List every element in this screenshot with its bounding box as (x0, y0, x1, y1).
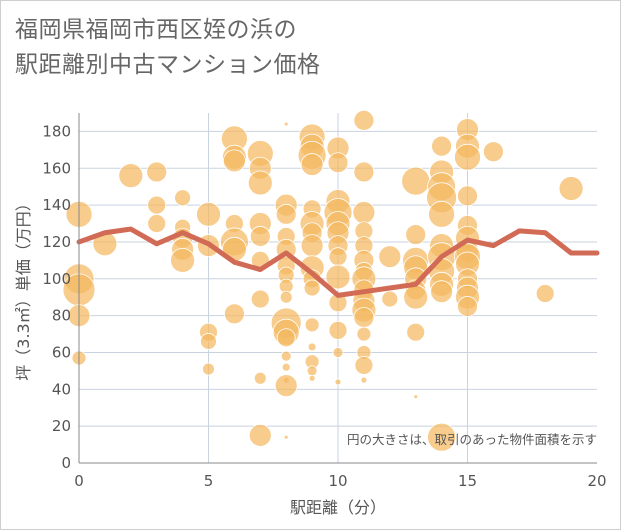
y-tick-label: 140 (42, 196, 71, 214)
data-bubble (334, 378, 342, 386)
y-tick-label: 0 (61, 454, 71, 472)
data-bubble (200, 333, 217, 350)
data-bubble (332, 347, 344, 358)
data-bubble (196, 201, 221, 227)
data-bubble (381, 290, 399, 308)
data-bubble (147, 195, 167, 215)
data-bubble (360, 376, 368, 384)
data-bubble (300, 153, 324, 176)
data-bubble (405, 224, 427, 245)
x-tick-label: 10 (328, 472, 347, 490)
bubble-series (62, 109, 584, 452)
data-bubble (146, 161, 168, 183)
data-bubble (303, 279, 321, 297)
data-bubble (147, 214, 167, 233)
y-tick-label: 100 (42, 270, 71, 288)
y-tick-label: 60 (52, 343, 71, 361)
y-tick-label: 120 (42, 233, 71, 251)
data-bubble (353, 307, 375, 328)
data-bubble (401, 166, 431, 196)
data-bubble (307, 342, 317, 352)
data-bubble (353, 109, 375, 131)
trend-line (76, 226, 600, 298)
data-bubble (327, 152, 349, 174)
data-bubble (275, 203, 297, 225)
data-bubble (306, 365, 318, 377)
data-bubble (249, 226, 271, 247)
data-bubble (353, 161, 375, 183)
x-tick-label: 5 (204, 472, 214, 490)
data-bubble (118, 163, 144, 189)
data-bubble (276, 328, 296, 348)
data-bubble (328, 320, 348, 340)
data-bubble (253, 371, 267, 385)
data-bubble (428, 200, 456, 228)
data-bubble (431, 135, 453, 157)
data-bubble (413, 394, 419, 400)
data-bubble (457, 185, 478, 207)
data-bubble (352, 201, 376, 224)
data-bubble (170, 247, 196, 273)
data-bubble (356, 326, 372, 342)
data-bubble (354, 355, 374, 375)
trend-line-layer (76, 226, 600, 298)
data-bubble (304, 317, 320, 333)
y-tick-label: 80 (52, 307, 71, 325)
data-bubble (283, 121, 289, 127)
x-tick-label: 20 (587, 472, 606, 490)
x-tick-label: 0 (74, 472, 84, 490)
data-bubble (454, 143, 481, 171)
data-bubble (274, 374, 298, 398)
data-bubble (279, 290, 293, 304)
data-bubble (283, 434, 289, 440)
data-bubble (308, 374, 316, 382)
y-tick-label: 160 (42, 159, 71, 177)
data-bubble (250, 289, 270, 309)
data-bubble (558, 176, 584, 201)
data-bubble (281, 362, 291, 372)
data-bubble (222, 149, 246, 173)
data-bubble (223, 303, 245, 325)
data-bubble (247, 170, 273, 196)
data-bubble (328, 247, 348, 267)
data-bubble (406, 322, 426, 342)
y-tick-label: 20 (52, 417, 71, 435)
data-bubble (325, 264, 351, 290)
data-bubble (482, 141, 504, 163)
data-bubble (280, 350, 292, 362)
data-bubble (202, 362, 215, 376)
data-bubble (174, 189, 192, 207)
y-tick-label: 40 (52, 380, 71, 398)
data-bubble (378, 245, 402, 269)
axes: 0 5 10 15 20 0 20 40 60 80 100 120 140 160 180 (42, 113, 607, 490)
data-bubble (427, 422, 457, 452)
x-tick-label: 15 (458, 472, 477, 490)
chart-title: 福岡県福岡市西区姪の浜の 駅距離別中古マンション価格 (15, 17, 321, 78)
data-bubble (403, 284, 429, 310)
data-bubble (535, 284, 555, 303)
y-axis-label: 坪（3.3㎡）単価（万円） (14, 195, 33, 380)
data-bubble (430, 280, 454, 304)
data-bubble (300, 234, 324, 258)
x-axis-label: 駅距離（分） (290, 498, 386, 517)
size-annotation: 円の大きさは、取引のあった物件面積を示す (347, 432, 597, 447)
data-bubble (248, 423, 272, 447)
data-bubble (457, 296, 478, 317)
y-tick-label: 180 (42, 122, 71, 140)
